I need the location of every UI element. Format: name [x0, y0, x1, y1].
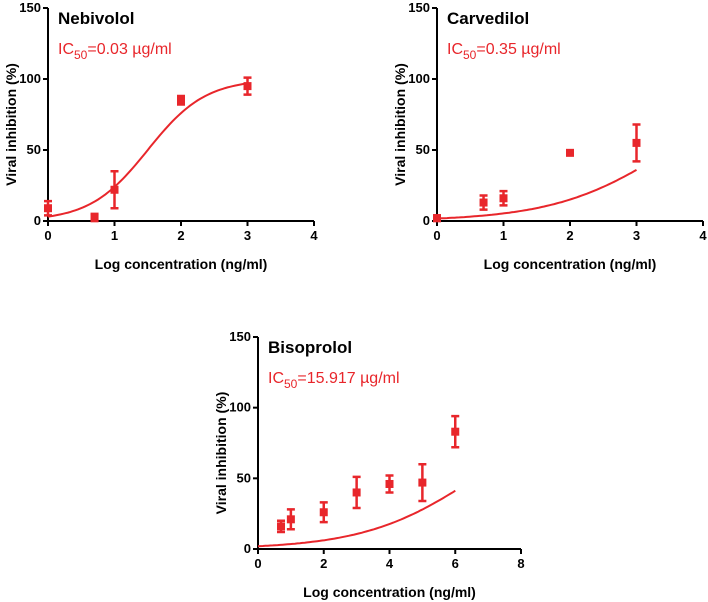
x-tick-label: 0 — [254, 556, 261, 571]
fit-curve — [257, 489, 456, 548]
data-point — [319, 508, 328, 517]
data-point — [632, 138, 641, 147]
ic50-prefix: IC — [447, 41, 463, 58]
y-tick-label: 0 — [423, 213, 430, 228]
x-tick-label: 4 — [699, 228, 707, 243]
x-tick-label: 0 — [433, 228, 440, 243]
ic50-value: =0.03 µg/ml — [87, 41, 171, 58]
data-point — [499, 194, 508, 203]
ic50-annotation: IC50=0.03 µg/ml — [58, 41, 172, 62]
x-tick-label: 8 — [517, 556, 524, 571]
data-point — [566, 148, 574, 157]
data-point — [286, 515, 295, 524]
y-tick-label: 100 — [19, 71, 41, 86]
data-point — [385, 479, 394, 488]
x-axis-label: Log concentration (ng/ml) — [484, 256, 657, 272]
x-tick-label: 1 — [111, 228, 118, 243]
y-tick-label: 150 — [229, 329, 251, 344]
y-axis-label: Viral inhibition (%) — [392, 63, 408, 186]
data-point — [479, 198, 488, 207]
data-point — [277, 522, 286, 531]
x-tick-label: 0 — [44, 228, 51, 243]
chart-title: Nebivolol — [58, 9, 135, 28]
x-tick-label: 2 — [177, 228, 184, 243]
x-tick-label: 3 — [244, 228, 251, 243]
chart-nebivolol: 0 50 100 150 0 1 2 3 4 Log concentration (ng/ml) V… — [3, 0, 318, 272]
ic50-subscript: 50 — [284, 377, 298, 391]
data-point — [352, 488, 361, 497]
fit-curve — [436, 169, 637, 220]
y-tick-label: 100 — [229, 400, 251, 415]
chart-bisoprolol: 0 50 100 150 0 2 4 6 8 Log concentration (ng/ml) V… — [213, 329, 525, 600]
x-axis-label: Log concentration (ng/ml) — [95, 256, 268, 272]
ic50-value: =0.35 µg/ml — [476, 41, 560, 58]
axes — [257, 337, 521, 550]
chart-title: Carvedilol — [447, 9, 529, 28]
fit-curve — [47, 82, 248, 218]
data-point — [451, 427, 460, 436]
data-point — [110, 185, 119, 194]
data-point — [418, 478, 427, 487]
data-point — [177, 96, 185, 105]
ic50-prefix: IC — [268, 370, 284, 387]
data-point — [90, 214, 99, 223]
x-tick-label: 6 — [452, 556, 459, 571]
x-tick-label: 1 — [500, 228, 507, 243]
y-axis-label: Viral inhibition (%) — [3, 63, 19, 186]
data-point — [44, 204, 52, 213]
data-point — [433, 214, 441, 223]
y-tick-label: 50 — [237, 470, 251, 485]
chart-carvedilol: 0 50 100 150 0 1 2 3 4 Log concentration (ng/ml) V… — [392, 0, 707, 272]
y-tick-label: 150 — [408, 0, 430, 15]
ic50-value: =15.917 µg/ml — [297, 370, 399, 387]
ic50-subscript: 50 — [74, 48, 88, 62]
x-tick-label: 2 — [320, 556, 327, 571]
y-tick-label: 50 — [27, 142, 41, 157]
y-tick-label: 100 — [408, 71, 430, 86]
y-tick-label: 50 — [416, 142, 430, 157]
x-tick-label: 2 — [566, 228, 573, 243]
x-axis-label: Log concentration (ng/ml) — [303, 584, 476, 600]
ic50-prefix: IC — [58, 41, 74, 58]
x-tick-label: 4 — [310, 228, 318, 243]
x-tick-label: 4 — [386, 556, 394, 571]
chart-title: Bisoprolol — [268, 338, 352, 357]
y-tick-label: 0 — [244, 541, 251, 556]
ic50-subscript: 50 — [463, 48, 477, 62]
axes — [436, 8, 703, 222]
y-axis-label: Viral inhibition (%) — [213, 392, 229, 515]
y-tick-label: 150 — [19, 0, 41, 15]
ic50-annotation: IC50=0.35 µg/ml — [447, 41, 561, 62]
ic50-annotation: IC50=15.917 µg/ml — [268, 370, 400, 391]
x-tick-label: 3 — [633, 228, 640, 243]
data-point — [243, 82, 252, 91]
y-tick-label: 0 — [34, 213, 41, 228]
